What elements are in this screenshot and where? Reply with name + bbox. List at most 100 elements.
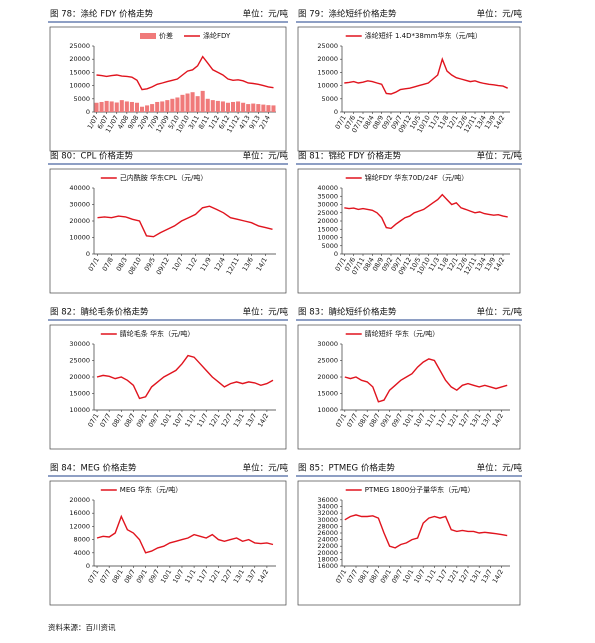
legend-label: 锦纶FDY 华东70D/24F（元/吨） bbox=[365, 173, 468, 182]
x-tick-label: 08/1 bbox=[111, 412, 125, 429]
bar bbox=[109, 101, 114, 112]
chart-frame bbox=[49, 168, 287, 294]
y-tick-label: 40000 bbox=[69, 184, 90, 192]
legend-label: PTMEG 1800分子量华东（元/吨） bbox=[365, 485, 475, 494]
bar bbox=[104, 100, 109, 112]
x-tick-label: 14/2 bbox=[491, 568, 505, 585]
x-tick-label: 11/1 bbox=[183, 568, 197, 585]
y-tick-label: 25000 bbox=[317, 357, 338, 365]
y-tick-label: 10000 bbox=[69, 406, 90, 414]
bar bbox=[246, 104, 251, 112]
y-tick-label: 16000 bbox=[317, 562, 338, 570]
y-tick-label: 34000 bbox=[317, 503, 338, 511]
y-tick-label: 5000 bbox=[73, 95, 90, 103]
figure-title: 图 83：腈纶短纤价格走势 bbox=[298, 307, 397, 318]
bar bbox=[256, 104, 261, 112]
x-tick-label: 10/7 bbox=[171, 568, 185, 585]
bar bbox=[114, 102, 119, 112]
x-tick-label: 10/7 bbox=[171, 256, 185, 273]
x-tick-label: 10/1 bbox=[159, 412, 173, 429]
unit-label: 单位：元/吨 bbox=[477, 151, 523, 162]
y-tick-label: 0 bbox=[86, 562, 90, 570]
y-tick-label: 30000 bbox=[69, 340, 90, 348]
bar bbox=[170, 98, 175, 112]
bar bbox=[150, 104, 155, 112]
x-tick-label: 07/1 bbox=[86, 412, 100, 429]
unit-label: 单位：元/吨 bbox=[243, 9, 289, 20]
figure-title: 图 79：涤纶短纤价格走势 bbox=[298, 9, 397, 20]
x-tick-label: 10/7 bbox=[171, 412, 185, 429]
bar bbox=[210, 100, 215, 112]
chart-frame bbox=[297, 168, 521, 294]
chart-frame bbox=[297, 26, 521, 152]
bar bbox=[185, 93, 190, 112]
bar bbox=[271, 105, 276, 112]
y-tick-label: 35000 bbox=[317, 192, 338, 200]
bar bbox=[124, 101, 129, 112]
figure-title: 图 84：MEG 价格走势 bbox=[50, 463, 137, 474]
chart-frame bbox=[297, 324, 521, 450]
y-tick-label: 25000 bbox=[69, 357, 90, 365]
chart-frame bbox=[49, 26, 287, 152]
y-tick-label: 10000 bbox=[317, 406, 338, 414]
price-line bbox=[96, 354, 274, 400]
bar bbox=[94, 102, 99, 112]
y-tick-label: 5000 bbox=[321, 95, 338, 103]
bar bbox=[220, 101, 225, 112]
bar bbox=[261, 104, 266, 112]
y-tick-label: 22000 bbox=[317, 542, 338, 550]
price-line bbox=[344, 193, 508, 230]
bar bbox=[231, 101, 236, 112]
y-tick-label: 20000 bbox=[69, 373, 90, 381]
y-tick-label: 28000 bbox=[317, 522, 338, 530]
legend-label: 价差 bbox=[159, 31, 173, 40]
x-tick-label: 07/7 bbox=[98, 412, 112, 429]
y-tick-label: 20000 bbox=[317, 373, 338, 381]
bar bbox=[134, 102, 139, 112]
x-tick-label: 08/1 bbox=[111, 568, 125, 585]
x-tick-label: 13/1 bbox=[232, 412, 246, 429]
x-tick-label: 08/10 bbox=[127, 256, 143, 276]
y-tick-label: 0 bbox=[334, 250, 338, 258]
figure-title: 图 78：涤纶 FDY 价格走势 bbox=[50, 9, 154, 20]
y-tick-label: 30000 bbox=[317, 201, 338, 209]
x-tick-label: 13/1 bbox=[232, 568, 246, 585]
y-tick-label: 10000 bbox=[69, 234, 90, 242]
x-tick-label: 13/6 bbox=[241, 256, 255, 273]
figure-title: 图 82：腈纶毛条价格走势 bbox=[50, 307, 149, 318]
y-tick-label: 20000 bbox=[317, 549, 338, 557]
legend-label: 腈纶毛条 华东（元/吨） bbox=[120, 329, 195, 338]
price-line bbox=[344, 514, 508, 549]
price-line bbox=[96, 55, 274, 91]
x-tick-label: 12/7 bbox=[220, 412, 234, 429]
y-tick-label: 20000 bbox=[69, 496, 90, 504]
x-tick-label: 09/1 bbox=[135, 568, 149, 585]
bar bbox=[241, 102, 246, 112]
x-tick-label: 07/1 bbox=[86, 568, 100, 585]
x-tick-label: 10/1 bbox=[159, 568, 173, 585]
bar bbox=[195, 96, 200, 112]
y-tick-label: 10000 bbox=[317, 234, 338, 242]
x-tick-label: 11/7 bbox=[195, 568, 209, 585]
unit-label: 单位：元/吨 bbox=[243, 307, 289, 318]
y-tick-label: 30000 bbox=[317, 340, 338, 348]
x-tick-label: 07/1 bbox=[87, 256, 101, 273]
figure-title: 图 80：CPL 价格走势 bbox=[50, 151, 134, 162]
y-tick-label: 30000 bbox=[69, 201, 90, 209]
y-tick-label: 10000 bbox=[69, 82, 90, 90]
legend-label: MEG 华东（元/吨） bbox=[120, 485, 182, 494]
y-tick-label: 25000 bbox=[69, 42, 90, 50]
x-tick-label: 07/8 bbox=[101, 256, 115, 273]
bar bbox=[160, 101, 165, 112]
bar bbox=[251, 103, 256, 112]
x-tick-label: 13/7 bbox=[244, 412, 258, 429]
y-tick-label: 20000 bbox=[317, 55, 338, 63]
y-tick-label: 32000 bbox=[317, 509, 338, 517]
y-tick-label: 20000 bbox=[69, 55, 90, 63]
price-line bbox=[96, 514, 274, 554]
x-tick-label: 09/1 bbox=[135, 412, 149, 429]
legend-label: 涤纶短纤 1.4D*38mm华东（元/吨） bbox=[365, 31, 482, 40]
figure-title: 图 81：锦纶 FDY 价格走势 bbox=[298, 151, 402, 162]
y-tick-label: 25000 bbox=[317, 42, 338, 50]
bar bbox=[215, 100, 220, 112]
